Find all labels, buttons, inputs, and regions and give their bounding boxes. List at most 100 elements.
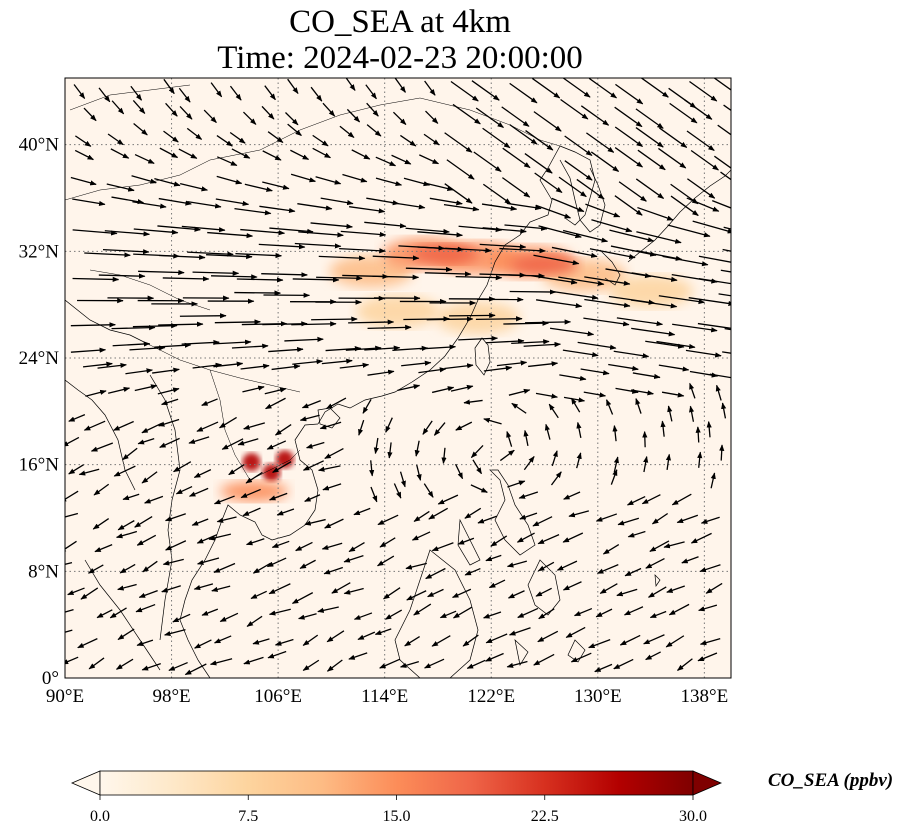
wind-arrow <box>134 515 153 528</box>
wind-arrow <box>144 495 164 504</box>
wind-arrow <box>484 652 504 662</box>
wind-arrow <box>375 177 403 187</box>
wind-arrow <box>83 420 106 431</box>
wind-arrow <box>623 606 644 616</box>
wind-arrow <box>68 414 86 422</box>
wind-arrow <box>562 581 582 591</box>
wind-arrow <box>559 374 587 381</box>
wind-arrow <box>366 102 379 117</box>
wind-arrow <box>259 205 296 214</box>
wind-arrow <box>276 508 295 516</box>
wind-arrow <box>399 471 406 488</box>
wind-arrow <box>291 592 314 604</box>
wind-arrow <box>191 518 209 526</box>
wind-arrow <box>488 579 506 589</box>
wind-arrow <box>188 487 209 497</box>
wind-arrow <box>358 419 365 436</box>
wind-arrow <box>443 203 480 212</box>
map-background <box>65 78 731 678</box>
wind-arrow <box>193 583 214 591</box>
wind-arrow <box>417 231 463 238</box>
wind-arrow <box>700 516 720 524</box>
wind-arrow <box>558 276 605 286</box>
wind-arrow <box>213 562 236 573</box>
wind-arrow <box>562 78 591 98</box>
wind-arrow <box>266 557 287 568</box>
lon-tick-label: 114°E <box>361 686 408 707</box>
wind-arrow <box>614 147 643 168</box>
wind-arrow <box>502 177 531 198</box>
wind-arrow <box>642 431 648 448</box>
wind-arrow <box>295 541 313 552</box>
wind-arrow <box>643 634 665 645</box>
wind-arrow <box>372 255 420 261</box>
wind-arrow <box>506 560 528 568</box>
wind-arrow <box>470 484 488 493</box>
wind-arrow <box>590 151 620 172</box>
wind-arrow <box>518 491 539 499</box>
wind-arrow <box>511 402 527 414</box>
wind-arrow <box>450 384 474 392</box>
wind-arrow <box>718 293 731 297</box>
wind-arrow <box>179 106 193 120</box>
wind-arrow <box>698 255 731 263</box>
wind-arrow <box>397 384 421 391</box>
wind-arrow <box>722 248 731 252</box>
wind-arrow <box>455 463 464 480</box>
wind-arrow <box>560 98 589 120</box>
title-line-2: Time: 2024-02-23 20:00:00 <box>217 40 583 76</box>
wind-arrow <box>88 657 105 670</box>
wind-arrow <box>258 243 306 250</box>
wind-arrow <box>439 610 457 619</box>
colorbar-tick-label: 15.0 <box>383 808 411 825</box>
wind-arrow <box>265 397 286 410</box>
wind-arrow <box>285 112 299 126</box>
wind-arrow <box>404 636 420 647</box>
wind-arrow <box>556 560 578 571</box>
wind-arrow <box>714 155 731 169</box>
wind-arrow <box>619 634 641 646</box>
wind-arrow <box>292 359 324 365</box>
wind-arrow <box>444 132 473 153</box>
wind-arrow <box>357 631 376 641</box>
wind-arrow <box>531 78 561 99</box>
wind-arrow <box>317 465 341 472</box>
wind-arrow <box>431 386 455 394</box>
wind-arrow <box>322 483 342 491</box>
wind-arrow <box>213 361 244 368</box>
wind-arrow <box>509 289 557 295</box>
wind-arrow <box>290 173 316 183</box>
colorbar-extend-low <box>70 770 101 796</box>
wind-arrow <box>245 471 263 484</box>
wind-arrow <box>246 615 263 627</box>
wind-arrow <box>290 149 310 161</box>
wind-arrow <box>426 316 474 322</box>
wind-arrow <box>608 363 639 371</box>
wind-arrow <box>551 197 585 213</box>
wind-arrow <box>564 135 593 157</box>
wind-arrow <box>117 520 135 531</box>
wind-arrow <box>613 350 650 359</box>
wind-arrow <box>695 426 701 443</box>
wind-arrow <box>689 370 719 378</box>
wind-arrow <box>531 275 578 285</box>
wind-arrow <box>565 626 586 639</box>
wind-arrow <box>112 341 151 347</box>
wind-arrow <box>348 652 368 660</box>
wind-arrow <box>117 583 137 591</box>
wind-arrow <box>485 554 502 562</box>
wind-arrow <box>219 612 239 623</box>
wind-arrow <box>538 225 582 239</box>
wind-arrow <box>662 255 709 267</box>
wind-arrow <box>68 464 84 475</box>
wind-arrow <box>686 130 715 152</box>
wind-arrow <box>715 384 722 401</box>
wind-arrow <box>274 638 294 646</box>
wind-arrow <box>229 131 246 144</box>
wind-arrow <box>262 321 308 327</box>
wind-arrow <box>516 532 535 543</box>
wind-arrow <box>252 638 270 645</box>
wind-arrow <box>292 277 340 283</box>
wind-arrow <box>614 106 643 128</box>
wind-arrow <box>573 607 593 617</box>
